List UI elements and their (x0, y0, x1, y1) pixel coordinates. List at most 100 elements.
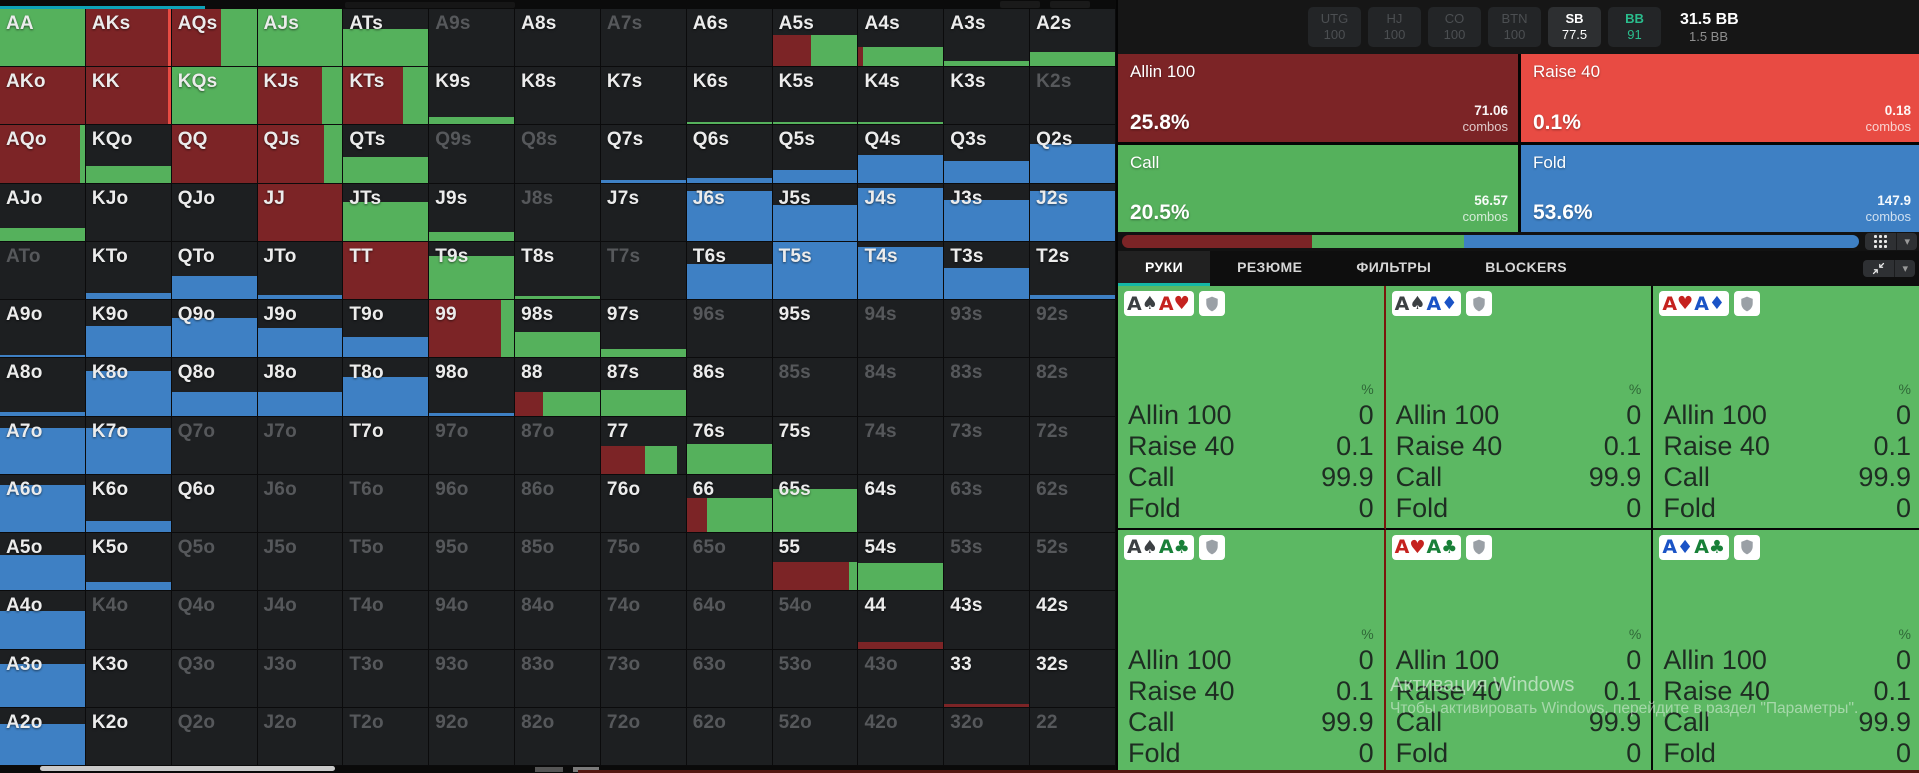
hand-cell-A2o[interactable]: A2o (0, 707, 86, 766)
hand-cell-84o[interactable]: 84o (515, 591, 601, 650)
combo-card-ahad[interactable]: A ♥ A ♦% Allin 100 0 Raise 40 0.1 Call 99.9 Fold 0 (1653, 286, 1919, 530)
hand-cell-72o[interactable]: 72o (600, 707, 687, 766)
tab-blockers[interactable]: BLOCKERS (1485, 259, 1568, 275)
hand-cell-Q8o[interactable]: Q8o (171, 358, 258, 417)
hand-cell-K5o[interactable]: K5o (85, 533, 172, 592)
hand-cell-T3o[interactable]: T3o (343, 649, 430, 708)
hand-cell-J6s[interactable]: J6s (686, 183, 773, 242)
hand-cell-J5o[interactable]: J5o (257, 533, 344, 592)
hand-cell-87o[interactable]: 87o (515, 416, 601, 475)
hand-cell-44[interactable]: 44 (858, 591, 945, 650)
hand-cell-43s[interactable]: 43s (944, 591, 1031, 650)
chevron-down-icon[interactable]: ▾ (1904, 235, 1910, 248)
hand-cell-72s[interactable]: 72s (1030, 416, 1116, 475)
hand-cell-82o[interactable]: 82o (515, 707, 601, 766)
hand-cell-A8s[interactable]: A8s (515, 9, 601, 68)
hand-cell-65s[interactable]: 65s (772, 474, 859, 534)
hand-cell-J8o[interactable]: J8o (257, 358, 344, 417)
combo-card-asad[interactable]: A ♠ A ♦% Allin 100 0 Raise 40 0.1 Call 99.9 Fold 0 (1385, 286, 1654, 530)
combo-card-asac[interactable]: A ♠ A ♣% Allin 100 0 Raise 40 0.1 Call 99.9 Fold 0 (1118, 529, 1386, 773)
tab-фильтры[interactable]: ФИЛЬТРЫ (1356, 259, 1432, 275)
horizontal-scrollbar-thumb[interactable] (40, 766, 335, 771)
hand-cell-32o[interactable]: 32o (944, 707, 1031, 766)
action-card-allin[interactable]: Allin 100 25.8% 71.06 combos (1118, 54, 1518, 142)
hand-cell-T3s[interactable]: T3s (944, 241, 1031, 301)
hand-cell-T6s[interactable]: T6s (686, 241, 773, 301)
hand-cell-J8s[interactable]: J8s (515, 183, 601, 242)
position-badge-utg[interactable]: UTG 100 (1308, 7, 1361, 47)
action-card-call[interactable]: Call 20.5% 56.57 combos (1118, 144, 1518, 232)
hand-cell-ATo[interactable]: ATo (0, 241, 86, 301)
hand-cell-K7o[interactable]: K7o (85, 416, 172, 475)
hand-cell-K4s[interactable]: K4s (858, 67, 945, 126)
hand-cell-T8o[interactable]: T8o (343, 358, 430, 417)
hand-cell-62o[interactable]: 62o (686, 707, 773, 766)
hand-cell-54s[interactable]: 54s (858, 533, 945, 592)
hand-cell-K3s[interactable]: K3s (944, 67, 1031, 126)
hand-cell-T4s[interactable]: T4s (858, 241, 945, 301)
hand-cell-J4o[interactable]: J4o (257, 591, 344, 650)
hand-cell-52s[interactable]: 52s (1030, 533, 1116, 592)
hand-cell-96s[interactable]: 96s (686, 300, 773, 359)
hand-cell-Q4o[interactable]: Q4o (171, 591, 258, 650)
hand-cell-T9s[interactable]: T9s (429, 241, 516, 301)
hand-cell-AKs[interactable]: AKs (85, 9, 172, 68)
hand-cell-Q6o[interactable]: Q6o (171, 474, 258, 534)
hand-cell-QJs[interactable]: QJs (257, 125, 344, 184)
hand-cell-KTs[interactable]: KTs (343, 67, 430, 126)
hand-cell-32s[interactable]: 32s (1030, 649, 1116, 708)
hand-cell-42o[interactable]: 42o (858, 707, 945, 766)
hand-cell-88[interactable]: 88 (515, 358, 601, 417)
hand-cell-53s[interactable]: 53s (944, 533, 1031, 592)
hand-cell-J2o[interactable]: J2o (257, 707, 344, 766)
hand-cell-97o[interactable]: 97o (429, 416, 516, 475)
hand-cell-KQs[interactable]: KQs (171, 67, 258, 126)
hand-cell-K6o[interactable]: K6o (85, 474, 172, 534)
hand-cell-65o[interactable]: 65o (686, 533, 773, 592)
hand-cell-Q5o[interactable]: Q5o (171, 533, 258, 592)
hand-cell-A9o[interactable]: A9o (0, 300, 86, 359)
hand-cell-J5s[interactable]: J5s (772, 183, 859, 242)
hand-cell-K8s[interactable]: K8s (515, 67, 601, 126)
hand-cell-75o[interactable]: 75o (600, 533, 687, 592)
position-badge-hj[interactable]: HJ 100 (1368, 7, 1421, 47)
hand-cell-A3o[interactable]: A3o (0, 649, 86, 708)
hand-cell-A9s[interactable]: A9s (429, 9, 516, 68)
hand-cell-Q6s[interactable]: Q6s (686, 125, 773, 184)
hand-cell-K6s[interactable]: K6s (686, 67, 773, 126)
hand-cell-Q2s[interactable]: Q2s (1030, 125, 1116, 184)
hand-cell-62s[interactable]: 62s (1030, 474, 1116, 534)
hand-cell-JJ[interactable]: JJ (257, 183, 344, 242)
hand-cell-85s[interactable]: 85s (772, 358, 859, 417)
hand-cell-92o[interactable]: 92o (429, 707, 516, 766)
hand-cell-KQo[interactable]: KQo (85, 125, 172, 184)
hand-cell-Q2o[interactable]: Q2o (171, 707, 258, 766)
hand-cell-T8s[interactable]: T8s (515, 241, 601, 301)
hand-cell-J9s[interactable]: J9s (429, 183, 516, 242)
hand-cell-A4s[interactable]: A4s (858, 9, 945, 68)
hand-cell-64o[interactable]: 64o (686, 591, 773, 650)
hand-cell-K4o[interactable]: K4o (85, 591, 172, 650)
hand-cell-K9s[interactable]: K9s (429, 67, 516, 126)
hand-cell-T7s[interactable]: T7s (600, 241, 687, 301)
hand-cell-93s[interactable]: 93s (944, 300, 1031, 359)
hand-cell-QTs[interactable]: QTs (343, 125, 430, 184)
hand-cell-T2o[interactable]: T2o (343, 707, 430, 766)
hand-cell-42s[interactable]: 42s (1030, 591, 1116, 650)
combo-card-asah[interactable]: A ♠ A ♥% Allin 100 0 Raise 40 0.1 Call 99.9 Fold 0 (1118, 286, 1386, 530)
hand-cell-Q7o[interactable]: Q7o (171, 416, 258, 475)
hand-cell-AQo[interactable]: AQo (0, 125, 86, 184)
hand-cell-Q5s[interactable]: Q5s (772, 125, 859, 184)
hand-cell-22[interactable]: 22 (1030, 707, 1116, 766)
collapse-panel-button[interactable]: ▾ (1863, 260, 1915, 277)
hand-cell-33[interactable]: 33 (944, 649, 1031, 708)
hand-cell-AJs[interactable]: AJs (257, 9, 344, 68)
hand-cell-A4o[interactable]: A4o (0, 591, 86, 650)
hand-cell-A3s[interactable]: A3s (944, 9, 1031, 68)
hand-cell-Q7s[interactable]: Q7s (600, 125, 687, 184)
matrix-view-toggle[interactable]: ▾ (1865, 233, 1917, 250)
hand-cell-J9o[interactable]: J9o (257, 300, 344, 359)
hand-cell-93o[interactable]: 93o (429, 649, 516, 708)
hand-cell-K9o[interactable]: K9o (85, 300, 172, 359)
hand-cell-97s[interactable]: 97s (600, 300, 687, 359)
